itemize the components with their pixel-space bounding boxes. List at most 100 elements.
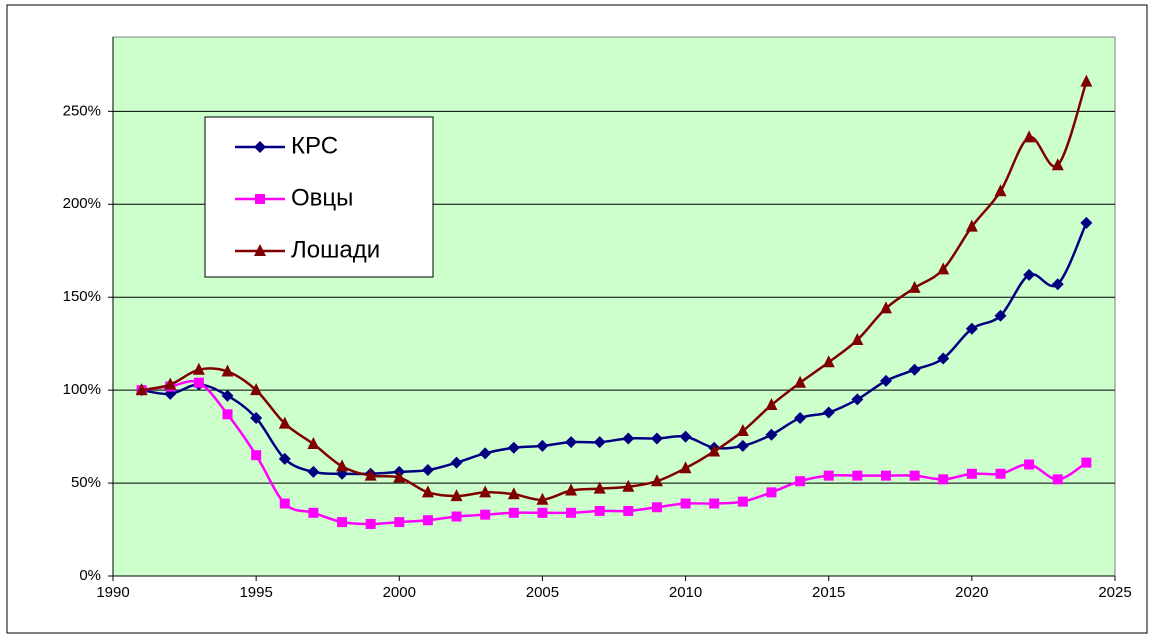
x-tick-label: 2025 xyxy=(1098,584,1131,601)
x-tick-label: 2015 xyxy=(812,584,845,601)
marker xyxy=(679,461,692,474)
x-tick-label: 2020 xyxy=(955,584,988,601)
marker xyxy=(537,507,548,518)
marker xyxy=(995,468,1006,479)
marker xyxy=(965,322,978,335)
marker xyxy=(938,474,949,485)
marker xyxy=(650,432,663,445)
marker xyxy=(765,398,778,411)
marker xyxy=(765,428,778,441)
marker xyxy=(1023,130,1036,143)
marker xyxy=(308,507,319,518)
marker xyxy=(394,517,405,528)
legend-label: Овцы xyxy=(291,184,353,211)
marker xyxy=(650,474,663,487)
marker xyxy=(1051,278,1064,291)
marker xyxy=(250,412,263,425)
marker xyxy=(622,479,635,492)
marker xyxy=(278,452,291,465)
marker xyxy=(823,470,834,481)
marker xyxy=(679,430,692,443)
marker xyxy=(822,406,835,419)
y-tick-label: 100% xyxy=(63,381,101,398)
marker xyxy=(1024,459,1035,470)
marker xyxy=(965,219,978,232)
x-tick-label: 2000 xyxy=(383,584,416,601)
marker xyxy=(278,416,291,429)
marker xyxy=(279,498,290,509)
y-tick-label: 250% xyxy=(63,102,101,119)
marker xyxy=(879,374,892,387)
x-tick-label: 1990 xyxy=(96,584,129,601)
marker xyxy=(307,437,320,450)
marker xyxy=(994,309,1007,322)
marker xyxy=(909,470,920,481)
y-tick-label: 200% xyxy=(63,195,101,212)
marker xyxy=(393,470,406,483)
marker xyxy=(966,468,977,479)
marker xyxy=(794,412,807,425)
marker xyxy=(708,444,721,457)
marker xyxy=(709,498,720,509)
x-tick-label: 1995 xyxy=(239,584,272,601)
marker xyxy=(192,362,205,375)
x-tick-label: 2010 xyxy=(669,584,702,601)
marker xyxy=(507,441,520,454)
marker xyxy=(364,468,377,481)
marker xyxy=(795,476,806,487)
marker xyxy=(1051,158,1064,171)
marker xyxy=(908,280,921,293)
marker xyxy=(651,502,662,513)
marker xyxy=(254,244,266,256)
marker xyxy=(1081,457,1092,468)
line xyxy=(141,379,1088,526)
marker xyxy=(908,363,921,376)
marker xyxy=(594,505,605,516)
line xyxy=(141,222,1088,476)
marker xyxy=(536,492,549,505)
marker xyxy=(880,470,891,481)
y-tick-label: 150% xyxy=(63,288,101,305)
marker xyxy=(421,464,434,477)
marker xyxy=(593,436,606,449)
marker xyxy=(307,465,320,478)
marker xyxy=(135,383,148,396)
marker xyxy=(565,436,578,449)
marker xyxy=(852,470,863,481)
marker xyxy=(507,487,520,500)
marker xyxy=(736,424,749,437)
marker xyxy=(365,518,376,529)
marker xyxy=(851,393,864,406)
marker xyxy=(337,517,348,528)
marker xyxy=(623,505,634,516)
marker xyxy=(879,301,892,314)
marker xyxy=(851,332,864,345)
marker xyxy=(221,364,234,377)
marker xyxy=(593,481,606,494)
marker xyxy=(737,496,748,507)
marker xyxy=(450,489,463,502)
marker xyxy=(736,439,749,452)
marker xyxy=(566,507,577,518)
marker xyxy=(479,447,492,460)
marker xyxy=(222,409,233,420)
marker xyxy=(250,383,263,396)
marker xyxy=(508,507,519,518)
marker xyxy=(255,194,265,204)
marker xyxy=(336,459,349,472)
marker xyxy=(254,141,266,153)
marker xyxy=(451,511,462,522)
legend-label: Лошади xyxy=(291,236,380,263)
y-tick-label: 50% xyxy=(71,474,101,491)
marker xyxy=(794,375,807,388)
legend-label: КРС xyxy=(291,132,338,159)
marker xyxy=(251,450,262,461)
marker xyxy=(421,485,434,498)
marker xyxy=(164,377,177,390)
marker xyxy=(822,355,835,368)
marker xyxy=(565,483,578,496)
marker xyxy=(937,262,950,275)
marker xyxy=(1080,74,1093,87)
marker xyxy=(536,439,549,452)
